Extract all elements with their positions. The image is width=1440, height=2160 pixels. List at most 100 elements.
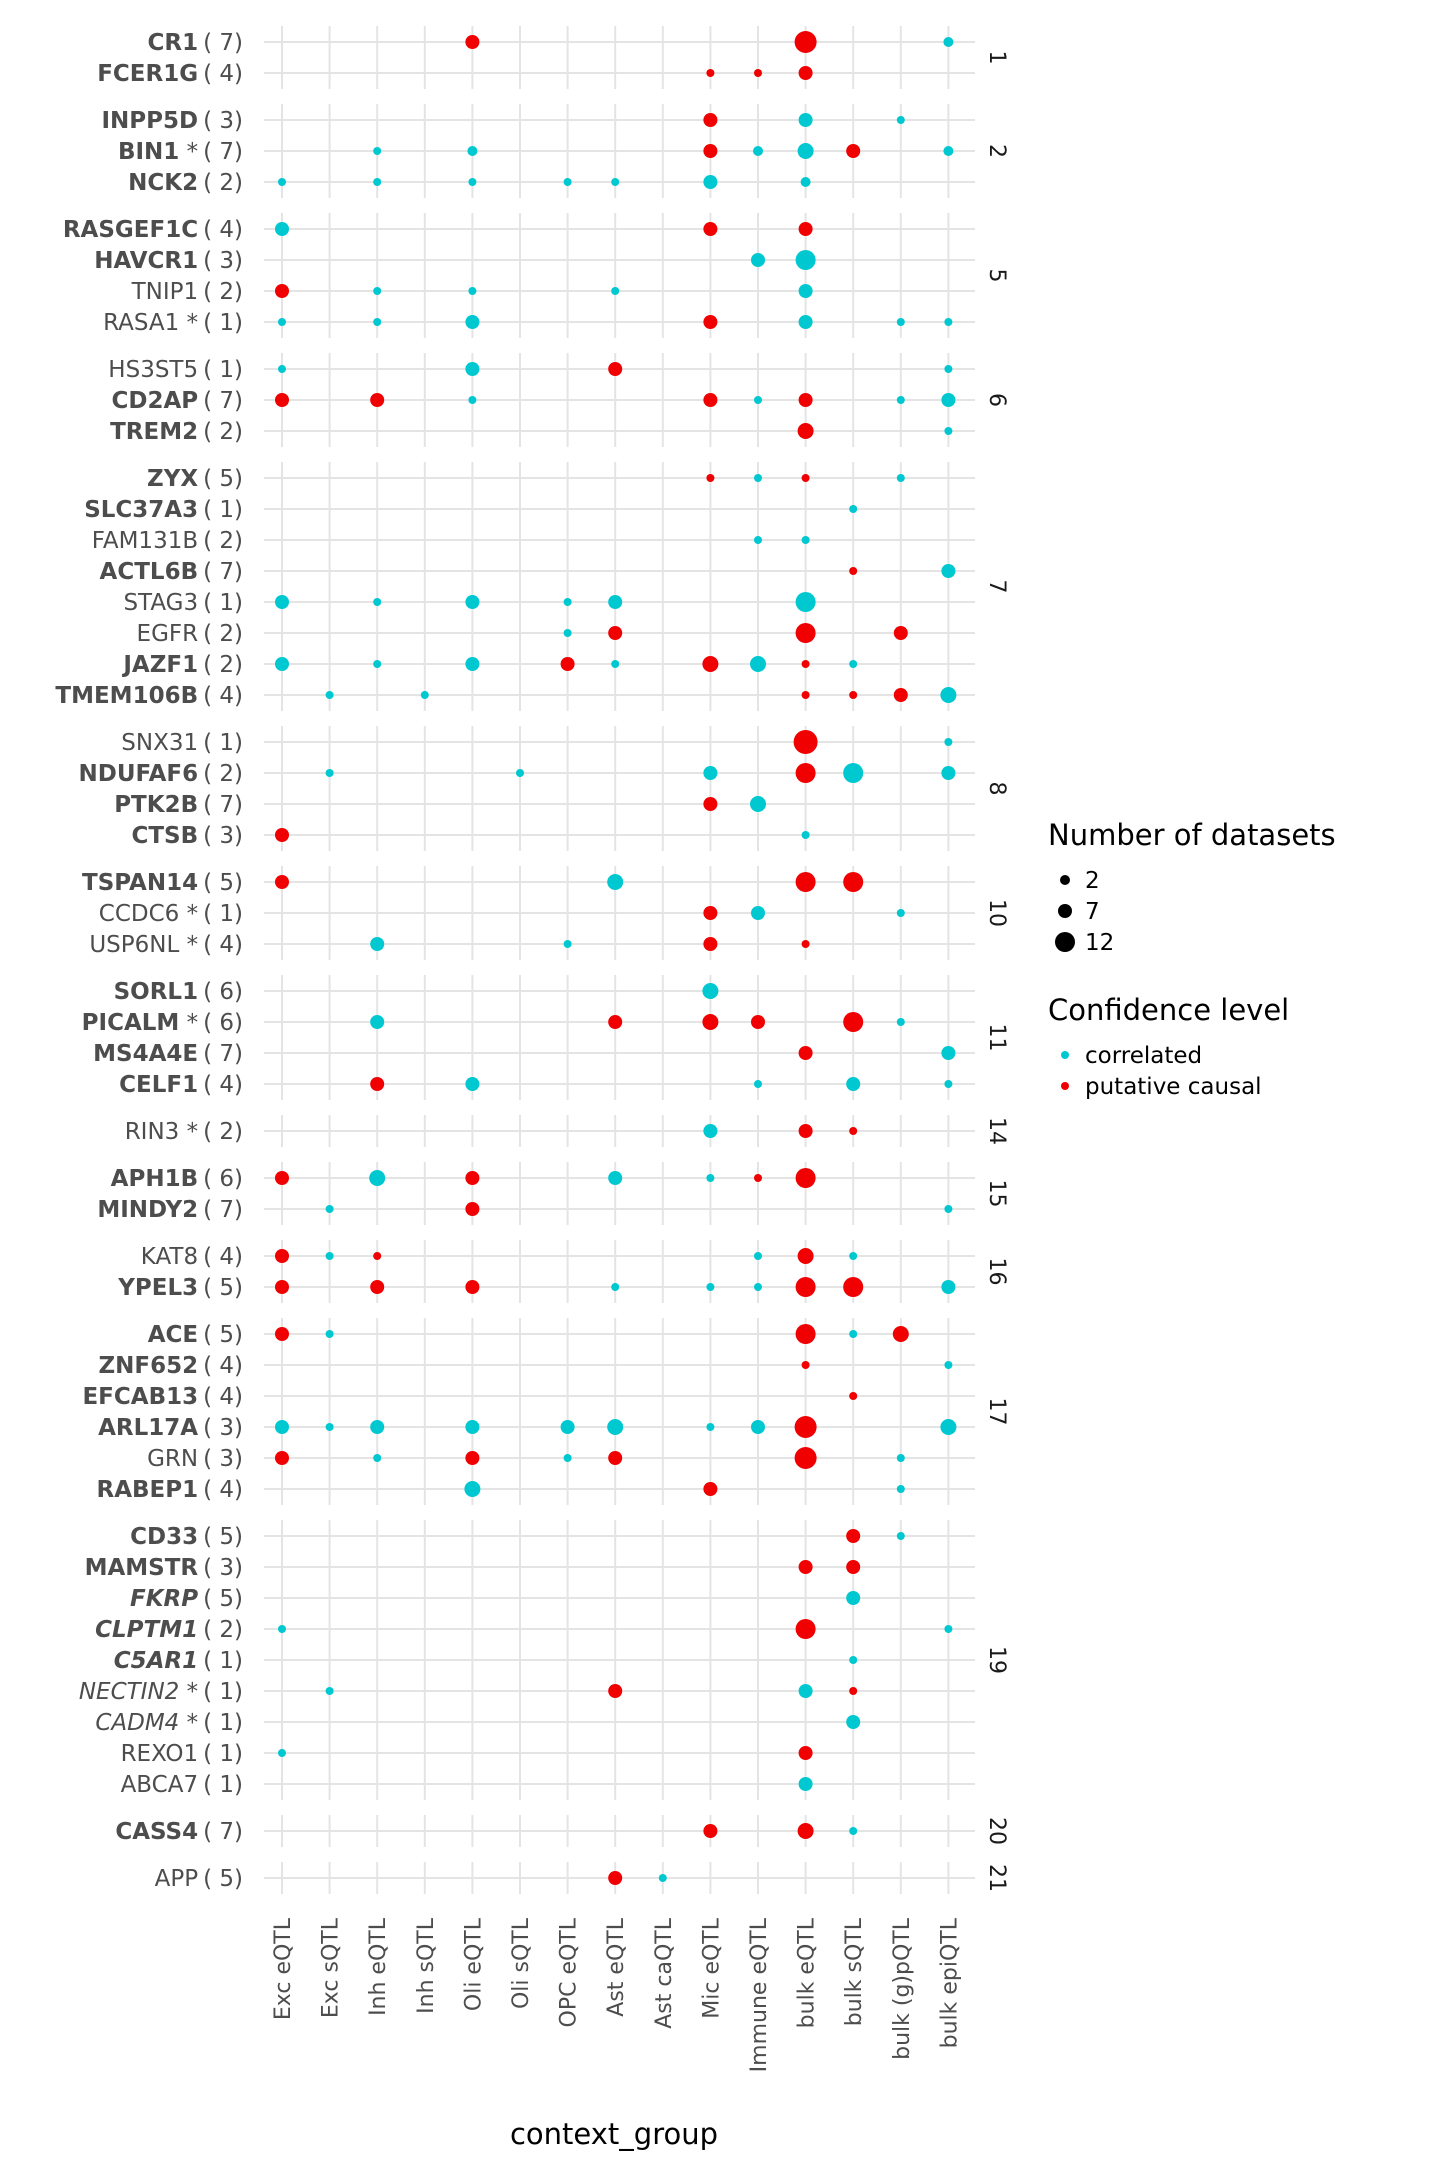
data-point (465, 1171, 480, 1185)
data-point (798, 1124, 813, 1138)
data-point (794, 31, 817, 53)
gene-count: ( 5) (203, 1275, 243, 1301)
data-point (849, 1252, 858, 1260)
facet-panel (264, 213, 975, 338)
row-label: CD33( 5) (130, 1524, 243, 1550)
data-point (893, 626, 908, 640)
data-point (944, 1625, 953, 1633)
gene-name: CCDC6 (99, 901, 180, 927)
gene-star: * (179, 310, 198, 336)
gene-name: HS3ST5 (108, 357, 198, 383)
data-point (703, 175, 718, 189)
facet-label: 17 (984, 1398, 1009, 1426)
facet-label: 2 (984, 144, 1009, 158)
gene-count: ( 2) (203, 528, 243, 554)
data-point (703, 315, 718, 329)
data-point (941, 766, 956, 780)
data-point (702, 983, 719, 999)
data-point (798, 1684, 813, 1698)
gene-name: REXO1 (121, 1741, 199, 1767)
data-point (468, 287, 477, 295)
facet-label: 1 (984, 51, 1009, 65)
data-point (795, 1324, 816, 1344)
facet-label: 6 (984, 393, 1009, 407)
data-point (465, 595, 480, 609)
gene-name: ABCA7 (121, 1772, 199, 1798)
row-label: SORL1( 6) (114, 979, 243, 1005)
data-point (754, 536, 762, 544)
row-label: MINDY2( 7) (97, 1197, 243, 1223)
row-label: ARL17A( 3) (98, 1415, 243, 1441)
data-point (795, 623, 816, 643)
data-point (849, 660, 858, 668)
data-point (467, 146, 478, 156)
row-label: HS3ST5( 1) (108, 357, 243, 383)
data-point (465, 315, 480, 329)
gene-count: ( 3) (203, 823, 243, 849)
facet-panel (264, 1318, 975, 1505)
row-label: EGFR( 2) (137, 621, 243, 647)
data-point (801, 660, 810, 668)
row-labels-layer: CR1( 7)FCER1G( 4)INPP5D( 3)BIN1 *( 7)NCK… (55, 30, 243, 1892)
gene-count: ( 5) (203, 466, 243, 492)
row-label: MS4A4E( 7) (93, 1041, 243, 1067)
data-point (896, 318, 905, 326)
data-point (798, 1746, 813, 1760)
gene-count: ( 2) (203, 652, 243, 678)
gene-name: C5AR1 (114, 1648, 198, 1674)
data-point (944, 1080, 953, 1088)
gene-count: ( 7) (203, 30, 243, 56)
gene-count: ( 1) (203, 497, 243, 523)
gene-count: ( 7) (203, 1819, 243, 1845)
facet-panel (264, 975, 975, 1100)
gene-star: * (179, 932, 198, 958)
data-point (275, 1420, 289, 1434)
row-label: NCK2( 2) (128, 170, 243, 196)
facet-label: 8 (984, 782, 1009, 796)
data-point (941, 1046, 956, 1060)
data-point (465, 1451, 480, 1465)
data-point (798, 1560, 813, 1574)
facet-label: 11 (984, 1024, 1009, 1052)
gene-name: FCER1G (97, 61, 198, 87)
gene-name: EFCAB13 (82, 1384, 198, 1410)
data-point (896, 474, 905, 482)
data-point (608, 626, 623, 640)
data-point (754, 474, 762, 482)
data-point (849, 1687, 858, 1695)
facet-panel (264, 1520, 975, 1800)
data-point (846, 1077, 861, 1091)
points-layer (275, 31, 957, 1885)
gene-count: ( 6) (203, 1010, 243, 1036)
data-point (896, 1454, 905, 1462)
data-point (703, 1824, 718, 1838)
data-point (843, 872, 864, 892)
facet-labels-layer: 1 2 5 6 7 8 10 11 14 15 16 17 19 20 21 (984, 51, 1009, 1893)
gene-name: HAVCR1 (94, 248, 198, 274)
data-point (750, 796, 766, 812)
data-point (798, 66, 813, 80)
gene-count: ( 5) (203, 1586, 243, 1612)
data-point (325, 1423, 334, 1431)
gene-count: ( 2) (203, 1617, 243, 1643)
data-point (278, 1625, 286, 1633)
data-point (944, 738, 953, 746)
row-label: SLC37A3( 1) (84, 497, 243, 523)
facet-label: 5 (984, 269, 1009, 283)
data-point (373, 318, 382, 326)
gene-name: TMEM106B (55, 683, 198, 709)
data-point (275, 595, 289, 609)
row-label: ACE( 5) (148, 1322, 243, 1348)
data-point (896, 116, 905, 124)
data-point (798, 284, 813, 298)
data-point (611, 660, 620, 668)
gene-name: TNIP1 (131, 279, 199, 305)
size-legend-key (1060, 875, 1070, 885)
gene-name: SNX31 (121, 730, 198, 756)
gene-star: * (179, 1010, 198, 1036)
gene-name: ZNF652 (98, 1353, 198, 1379)
row-label: APH1B( 6) (111, 1166, 243, 1192)
data-point (843, 763, 864, 783)
row-label: JAZF1( 2) (121, 652, 243, 678)
row-label: FCER1G( 4) (97, 61, 243, 87)
